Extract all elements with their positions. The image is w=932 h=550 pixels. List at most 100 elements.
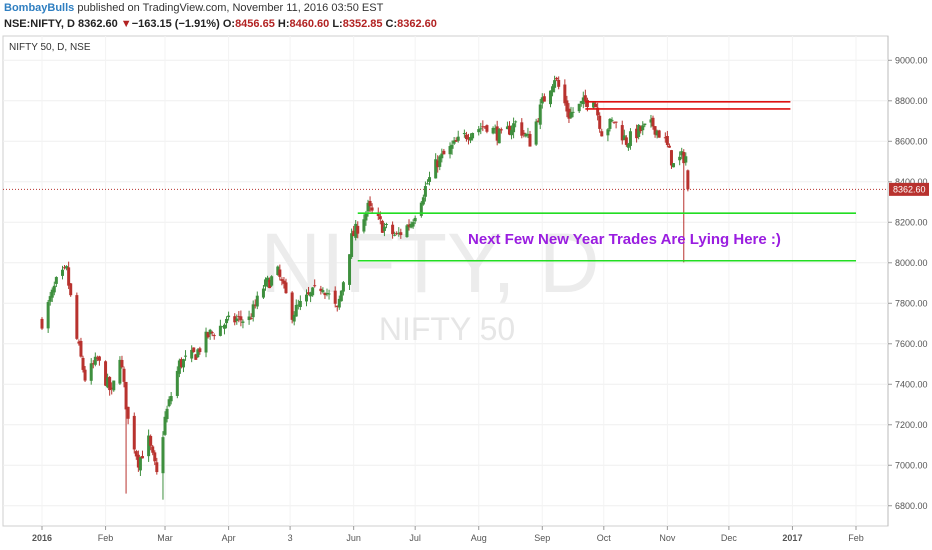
candle-body xyxy=(333,290,337,304)
candle-body xyxy=(499,129,503,131)
candle-body xyxy=(526,133,530,135)
candle-body xyxy=(292,314,296,322)
candle-body xyxy=(307,292,311,295)
candle-body xyxy=(397,232,401,234)
candle-body xyxy=(536,120,540,122)
candle-body xyxy=(514,121,518,123)
y-tick-label: 6800.00 xyxy=(895,501,928,511)
candle-body xyxy=(456,136,460,141)
candle-body xyxy=(438,156,442,167)
candle-body xyxy=(442,150,446,155)
candle-body xyxy=(210,332,214,334)
candles xyxy=(40,75,690,500)
y-tick-label: 7800.00 xyxy=(895,298,928,308)
candle-body xyxy=(665,135,669,145)
candle-body xyxy=(309,292,313,297)
candle-body xyxy=(364,212,368,221)
symbol-label: NSE:NIFTY, D xyxy=(4,18,75,30)
publish-text: published on TradingView.com, November 1… xyxy=(77,2,384,14)
candle-body xyxy=(93,356,97,365)
candle-body xyxy=(284,282,288,294)
candle-body xyxy=(657,130,661,138)
last-price-label: 8362.60 xyxy=(889,182,929,196)
x-tick-label: Feb xyxy=(98,533,114,543)
watermark-symbol: NIFTY, D xyxy=(260,216,599,310)
candle-body xyxy=(440,153,444,159)
candle-body xyxy=(553,80,557,88)
candle-body xyxy=(448,146,452,155)
candle-body xyxy=(493,128,497,130)
candle-body xyxy=(620,125,624,141)
candle-body xyxy=(67,267,71,286)
candle-body xyxy=(655,130,659,136)
y-tick-label: 8400.00 xyxy=(895,177,928,187)
candle-body xyxy=(356,225,360,234)
candle-body xyxy=(218,325,222,336)
candle-body xyxy=(405,225,409,238)
y-tick-label: 7000.00 xyxy=(895,460,928,470)
x-tick-label: Oct xyxy=(597,533,612,543)
candle-body xyxy=(563,84,567,104)
symbol-ohlc: NSE:NIFTY, D 8362.60 ▼−163.15 (−1.91%) O… xyxy=(4,18,437,30)
candle-body xyxy=(147,435,151,457)
candle-body xyxy=(298,300,302,308)
candle-body xyxy=(384,224,388,226)
y-tick-label: 7600.00 xyxy=(895,339,928,349)
candle-body xyxy=(190,349,194,359)
x-tick-label: 2016 xyxy=(32,533,52,543)
candle-body xyxy=(48,296,52,302)
candle-body xyxy=(83,369,87,381)
candle-body xyxy=(428,177,432,182)
candle-body xyxy=(294,304,298,317)
drawn-lines xyxy=(357,101,856,262)
candle-body xyxy=(436,160,440,168)
candle-body xyxy=(337,298,341,308)
candle-body xyxy=(512,123,516,133)
time-axis: 2016 Feb Mar Apr 3 Jun Jul Aug Sep Oct Nov Dec 2017 F… xyxy=(32,526,864,543)
candle-body xyxy=(91,363,95,365)
candle-body xyxy=(614,121,618,123)
y-tick-label: 7400.00 xyxy=(895,379,928,389)
candle-body xyxy=(151,446,155,453)
last-price-badge xyxy=(889,182,929,196)
candle-body xyxy=(641,125,645,131)
candle-body xyxy=(138,457,142,471)
candle-body xyxy=(184,355,188,357)
candle-body xyxy=(555,77,559,80)
candle-body xyxy=(290,292,294,320)
candle-body xyxy=(534,121,538,145)
candle-body xyxy=(304,294,308,302)
candle-body xyxy=(167,399,171,407)
candle-body xyxy=(450,144,454,149)
candle-body xyxy=(378,216,382,220)
candle-body xyxy=(524,133,528,137)
candle-body xyxy=(108,376,112,391)
candle-body xyxy=(491,127,495,134)
y-tick-label: 8000.00 xyxy=(895,258,928,268)
candle-body xyxy=(557,80,561,87)
candle-body xyxy=(181,359,185,368)
candle-body xyxy=(235,318,239,321)
candle-body xyxy=(122,368,126,382)
candle-body xyxy=(95,357,99,359)
candle-body xyxy=(126,406,130,419)
candle-body xyxy=(270,276,274,286)
author-link[interactable]: BombayBulls xyxy=(4,2,75,14)
y-tick-label: 7200.00 xyxy=(895,420,928,430)
candle-body xyxy=(169,396,173,402)
candle-body xyxy=(612,121,616,123)
candle-body xyxy=(686,170,690,190)
candle-body xyxy=(510,130,514,136)
candle-body xyxy=(649,119,653,123)
candle-body xyxy=(97,356,101,361)
x-tick-label: 3 xyxy=(288,533,293,543)
candle-body xyxy=(165,408,169,420)
candle-body xyxy=(263,279,267,287)
candle-body xyxy=(69,283,73,296)
candle-body xyxy=(637,124,641,137)
candle-body xyxy=(577,103,581,112)
open-label: O: xyxy=(222,18,236,30)
candle-body xyxy=(46,302,50,329)
candle-body xyxy=(626,143,630,148)
